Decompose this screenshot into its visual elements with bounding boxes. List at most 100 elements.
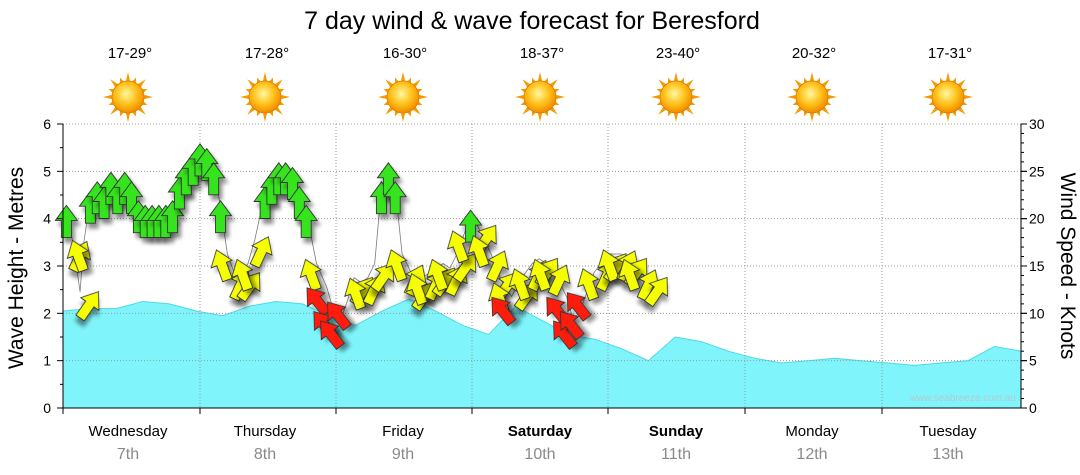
- y-tick-label-left: 6: [43, 116, 51, 132]
- wind-arrow: [249, 236, 273, 269]
- wind-arrow: [618, 258, 641, 292]
- y-tick-label-right: 25: [1029, 163, 1045, 179]
- wind-arrow: [566, 292, 592, 322]
- daily-temperatures: 17-29° 17-28° 16-30° 18-37° 23-40° 20-32° 17-3…: [108, 45, 972, 62]
- wind-arrow: [344, 277, 367, 311]
- sun-icon: [378, 72, 428, 122]
- sun-ray: [400, 72, 406, 82]
- sun-disc: [248, 80, 282, 114]
- wind-arrow: [467, 235, 490, 269]
- chart-title: 7 day wind & wave forecast for Beresford: [304, 7, 760, 35]
- sun-ray: [658, 106, 667, 115]
- sun-ray: [400, 112, 406, 122]
- sun-ray: [522, 79, 531, 88]
- day-name-sunday: Sunday: [649, 423, 704, 440]
- sun-icon: [103, 72, 153, 122]
- day-date: 10th: [524, 446, 555, 463]
- sun-ray: [945, 112, 951, 122]
- sun-ray: [418, 94, 428, 100]
- sun-ray: [555, 94, 565, 100]
- sun-ray: [549, 106, 558, 115]
- y-tick-label-left: 5: [43, 163, 51, 179]
- sun-ray: [821, 106, 830, 115]
- sun-ray: [137, 106, 146, 115]
- wind-arrow: [294, 204, 319, 238]
- sun-disc: [386, 80, 420, 114]
- sun-disc: [111, 80, 145, 114]
- wind-arrow: [446, 230, 470, 264]
- sun-ray: [247, 106, 256, 115]
- wind-arrow: [547, 264, 571, 297]
- sun-ray: [658, 79, 667, 88]
- sun-ray: [685, 79, 694, 88]
- sun-disc: [931, 80, 965, 114]
- sun-ray: [794, 106, 803, 115]
- sun-ray: [787, 94, 797, 100]
- sun-ray: [262, 72, 268, 82]
- sun-ray: [945, 72, 951, 82]
- sun-ray: [809, 112, 815, 122]
- y-tick-label-right: 10: [1029, 305, 1045, 321]
- day-name-saturday: Saturday: [508, 423, 573, 440]
- day-name-tuesday: Tuesday: [920, 423, 977, 440]
- y-tick-label-left: 2: [43, 305, 51, 321]
- sun-ray: [110, 79, 119, 88]
- wind-arrow: [560, 310, 585, 341]
- sun-ray: [537, 72, 543, 82]
- sun-ray: [809, 72, 815, 82]
- sun-ray: [385, 106, 394, 115]
- sun-ray: [240, 94, 250, 100]
- wind-arrow: [385, 249, 408, 283]
- sun-ray: [691, 94, 701, 100]
- sun-ray: [522, 106, 531, 115]
- wind-arrow: [54, 204, 79, 238]
- temperature-range: 18-37°: [520, 45, 564, 62]
- sun-icon: [923, 72, 973, 122]
- day-date: 13th: [932, 446, 963, 463]
- day-date: 11th: [661, 446, 691, 463]
- sun-ray: [515, 94, 525, 100]
- temperature-range: 17-31°: [928, 45, 972, 62]
- sun-ray: [957, 79, 966, 88]
- sun-disc: [795, 80, 829, 114]
- sun-ray: [537, 112, 543, 122]
- sun-ray: [103, 94, 113, 100]
- sun-ray: [963, 94, 973, 100]
- sun-ray: [125, 112, 131, 122]
- sun-ray: [923, 94, 933, 100]
- axes: 0 1 2 3 4 5 6 0 5 10 15 20 25 30: [43, 116, 1045, 416]
- wind-arrow: [643, 276, 668, 308]
- y-axis-right-title: Wind Speed - Knots: [1056, 173, 1079, 360]
- day-name-thursday: Thursday: [234, 423, 297, 440]
- sun-ray: [280, 94, 290, 100]
- y-tick-label-right: 0: [1029, 400, 1037, 416]
- sun-ray: [673, 112, 679, 122]
- day-name-monday: Monday: [785, 423, 839, 440]
- day-date: 7th: [117, 446, 139, 463]
- sun-ray: [930, 106, 939, 115]
- wind-arrow: [485, 250, 509, 283]
- wind-arrow: [426, 258, 449, 292]
- y-axis-left-title: Wave Height - Metres: [5, 167, 28, 369]
- day-labels: Wednesday 7th Thursday 8th Friday 9th Saturday…: [89, 423, 977, 463]
- sun-ray: [412, 79, 421, 88]
- sun-ray: [125, 72, 131, 82]
- wind-arrow: [405, 272, 429, 306]
- wind-arrow: [208, 199, 233, 234]
- sun-ray: [827, 94, 837, 100]
- sun-ray: [412, 106, 421, 115]
- wind-arrow: [491, 296, 517, 327]
- day-name-friday: Friday: [382, 423, 424, 440]
- sun-ray: [262, 112, 268, 122]
- temperature-range: 17-29°: [108, 45, 152, 62]
- temperature-range: 17-28°: [245, 45, 289, 62]
- sun-icon: [515, 72, 565, 122]
- watermark: www.seabreeze.com.au: [909, 393, 1016, 404]
- temperature-range: 23-40°: [656, 45, 700, 62]
- day-date: 12th: [796, 446, 827, 463]
- day-date: 8th: [254, 446, 276, 463]
- sun-ray: [821, 79, 830, 88]
- sun-ray: [143, 94, 153, 100]
- y-tick-label-right: 5: [1029, 353, 1037, 369]
